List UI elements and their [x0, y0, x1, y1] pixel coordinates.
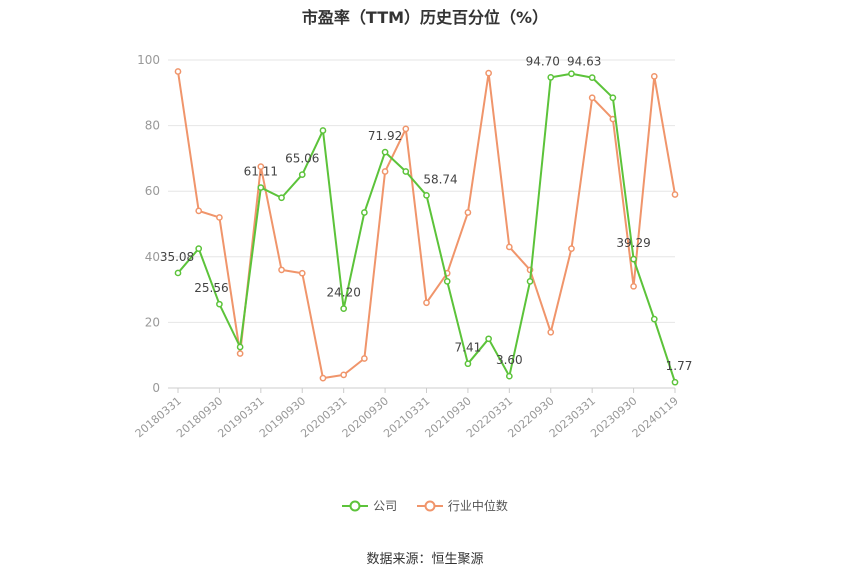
legend-company-line-icon [342, 500, 369, 511]
data-point-s0 [236, 343, 244, 351]
data-point-s0 [216, 300, 223, 308]
data-label: 7.41 [455, 341, 482, 355]
data-point-s0 [568, 70, 575, 78]
data-label: 94.70 [526, 54, 560, 68]
y-tick-label: 20 [145, 315, 160, 329]
data-point-s1 [381, 168, 389, 175]
data-point-s1 [216, 214, 223, 221]
y-tick-label: 0 [152, 381, 160, 395]
data-point-s0 [402, 168, 410, 175]
data-point-s0 [485, 335, 492, 343]
legend-item-industry[interactable]: 行业中位数 [416, 497, 508, 514]
data-point-s1 [630, 282, 637, 290]
data-label: 25.56 [194, 281, 228, 295]
data-point-s1 [195, 207, 203, 215]
data-point-s1 [319, 374, 327, 382]
legend-industry-line-icon [416, 500, 443, 511]
data-label: 61.11 [244, 165, 278, 179]
data-point-s0 [174, 269, 182, 277]
data-label: 1.77 [666, 359, 693, 373]
y-tick-label: 80 [145, 119, 160, 133]
data-point-s0 [340, 305, 348, 312]
data-point-s1 [278, 266, 285, 274]
data-point-s1 [236, 350, 244, 357]
data-point-s0 [588, 74, 596, 81]
data-label: 3.60 [496, 353, 523, 367]
data-label: 65.06 [285, 152, 319, 166]
data-point-s1 [547, 328, 555, 336]
data-point-s1 [174, 68, 182, 75]
data-point-s0 [630, 255, 637, 263]
data-point-s0 [547, 74, 555, 81]
data-point-s0 [195, 245, 203, 252]
data-point-s1 [588, 94, 596, 102]
data-point-s0 [361, 209, 368, 216]
data-point-s0 [443, 278, 451, 285]
data-point-s1 [505, 243, 513, 251]
data-point-s1 [340, 371, 348, 379]
data-point-s0 [650, 315, 658, 323]
legend-industry-label: 行业中位数 [447, 499, 508, 513]
data-point-s1 [650, 73, 658, 80]
data-point-s0 [278, 194, 285, 202]
data-point-s0 [381, 148, 389, 156]
data-label: 39.29 [616, 236, 650, 250]
chart-title: 市盈率（TTM）历史百分位（%） [301, 8, 549, 27]
data-point-s0 [257, 184, 265, 191]
legend-item-company[interactable]: 公司 [342, 497, 397, 514]
series-line-0 [177, 72, 676, 383]
data-point-s1 [257, 163, 265, 170]
data-point-s0 [319, 127, 327, 134]
y-tick-label: 40 [145, 250, 160, 264]
data-label: 35.08 [160, 250, 194, 264]
data-point-s0 [609, 94, 617, 102]
legend-company-label: 公司 [373, 499, 398, 513]
data-point-s1 [402, 125, 410, 133]
data-label: 58.74 [423, 172, 457, 186]
data-point-s1 [298, 269, 306, 277]
data-point-s1 [464, 209, 472, 216]
y-tick-label: 60 [145, 184, 160, 198]
data-point-s0 [298, 171, 306, 178]
data-point-s1 [423, 299, 430, 307]
data-label: 24.20 [326, 286, 360, 300]
data-point-s0 [464, 360, 472, 368]
data-point-s1 [671, 191, 679, 198]
data-point-s1 [485, 69, 492, 77]
x-tick-label: 20240119 [630, 394, 681, 440]
data-point-s0 [423, 191, 430, 199]
data-point-s1 [568, 245, 575, 252]
data-point-s1 [361, 355, 368, 362]
data-label: 71.92 [368, 129, 402, 143]
data-source: 数据来源：恒生聚源 [366, 552, 484, 567]
data-point-s0 [505, 372, 513, 380]
data-label: 94.63 [567, 55, 601, 69]
y-tick-label: 100 [137, 53, 160, 67]
legend: 公司 行业中位数 [0, 497, 850, 516]
series-line-1 [177, 71, 676, 380]
data-point-s0 [526, 278, 534, 285]
data-point-s0 [671, 378, 679, 386]
